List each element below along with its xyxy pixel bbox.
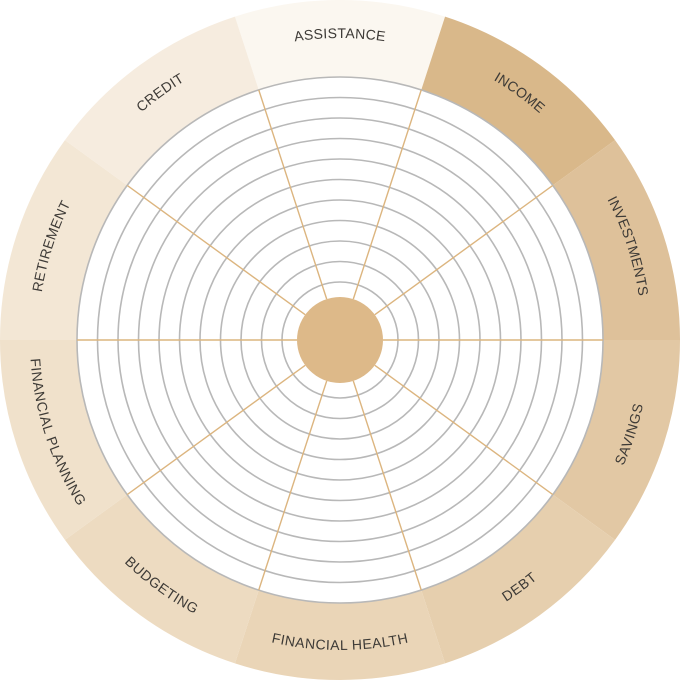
segment-assistance <box>234 0 446 90</box>
center-hub <box>297 297 383 383</box>
segment-financial-health <box>234 590 446 680</box>
segment-debt <box>421 494 616 664</box>
spoke <box>258 380 328 591</box>
segment-credit <box>64 16 259 186</box>
spoke <box>374 364 554 496</box>
spoke <box>352 89 422 300</box>
segment-budgeting <box>64 494 259 664</box>
segment-income <box>421 16 616 186</box>
spoke <box>374 184 554 316</box>
spokes <box>77 89 603 591</box>
segment-financial-planning <box>0 340 128 540</box>
label-financial-health: FINANCIAL HEALTH <box>271 629 410 652</box>
spoke <box>126 184 306 316</box>
segment-investments <box>552 140 680 340</box>
segment-savings <box>552 340 680 540</box>
segment-retirement <box>0 140 128 340</box>
spoke <box>352 380 422 591</box>
spoke <box>258 89 328 300</box>
spoke <box>126 364 306 496</box>
label-assistance: ASSISTANCE <box>293 25 387 44</box>
